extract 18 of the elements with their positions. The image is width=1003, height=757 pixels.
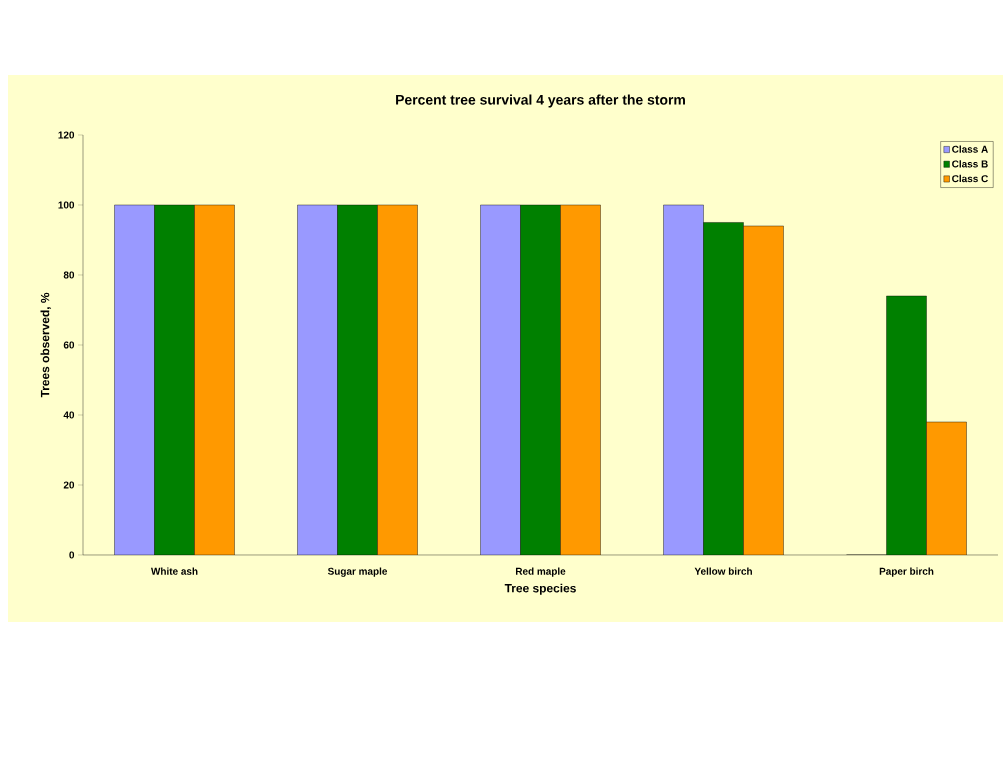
chart-title: Percent tree survival 4 years after the storm	[396, 94, 685, 108]
x-tick-label: White ash	[151, 567, 198, 575]
y-axis-title: Trees observed, %	[40, 292, 52, 398]
legend-label: Class A	[952, 145, 988, 153]
x-tick-label: Red maple	[515, 567, 566, 577]
y-tick-label: 60	[63, 341, 75, 349]
y-tick-label: 20	[63, 481, 75, 489]
x-tick-label: Paper birch	[879, 567, 934, 577]
legend-label: Class C	[952, 174, 988, 183]
y-tick-label: 40	[63, 411, 75, 419]
y-tick-label: 0	[69, 551, 75, 559]
legend-label: Class B	[952, 160, 988, 168]
y-tick-label: 100	[58, 201, 75, 209]
x-tick-label: Sugar maple	[327, 567, 388, 577]
x-axis-title: Tree species	[504, 583, 576, 595]
x-tick-label: Yellow birch	[694, 567, 752, 575]
y-tick-label: 120	[58, 131, 75, 139]
y-tick-label: 80	[63, 271, 75, 279]
